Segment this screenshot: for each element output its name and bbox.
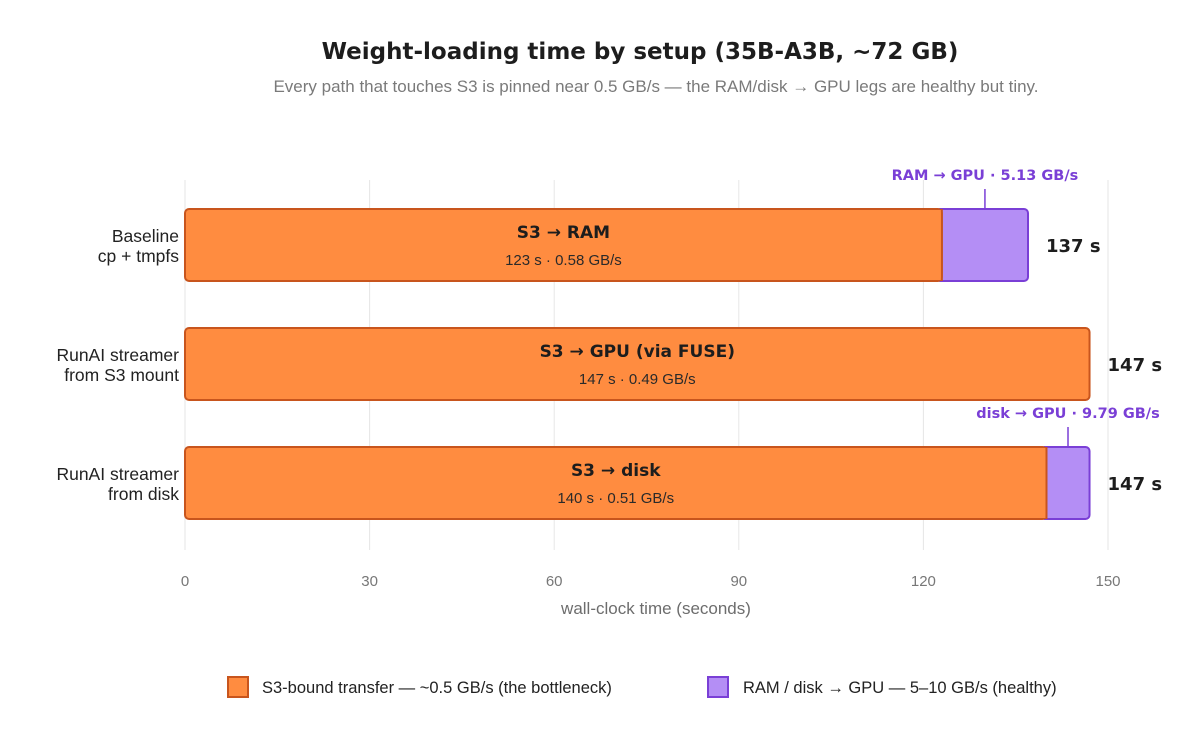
annotation-label: disk → GPU · 9.79 GB/s	[976, 406, 1159, 422]
bar-segment-s3-fill	[1041, 448, 1046, 518]
segment-title: S3 → disk	[571, 461, 661, 481]
x-axis-ticks: 0 30 60 90 120 150	[181, 573, 1121, 590]
segment-subtitle: 123 s · 0.58 GB/s	[505, 252, 622, 269]
total-label: 137 s	[1046, 236, 1101, 257]
segment-subtitle: 147 s · 0.49 GB/s	[579, 371, 696, 388]
legend: S3-bound transfer — ~0.5 GB/s (the bottl…	[227, 676, 1057, 698]
chart-subtitle: Every path that touches S3 is pinned nea…	[273, 77, 1038, 96]
legend-label-gpu: RAM / disk → GPU — 5–10 GB/s (healthy)	[743, 679, 1057, 697]
total-label: 147 s	[1108, 474, 1163, 495]
category-label-line: RunAI streamer	[56, 464, 179, 484]
segment-subtitle: 140 s · 0.51 GB/s	[557, 490, 674, 507]
x-tick-label: 60	[546, 573, 563, 590]
x-axis-label: wall-clock time (seconds)	[560, 599, 751, 618]
x-tick-label: 150	[1095, 573, 1120, 590]
category-label-line: from S3 mount	[64, 365, 179, 385]
category-label: Baseline cp + tmpfs	[98, 226, 179, 266]
category-label-line: RunAI streamer	[56, 345, 179, 365]
x-tick-label: 30	[361, 573, 378, 590]
category-label-line: Baseline	[112, 226, 179, 246]
x-tick-label: 120	[911, 573, 936, 590]
bar-segment-gpu	[1039, 446, 1091, 520]
legend-swatch-s3	[227, 676, 249, 698]
bar-segment-s3-fill	[936, 210, 941, 280]
x-tick-label: 90	[730, 573, 747, 590]
total-label: 147 s	[1108, 355, 1163, 376]
segment-title: S3 → GPU (via FUSE)	[540, 342, 735, 362]
chart-title: Weight-loading time by setup (35B-A3B, ~…	[322, 39, 959, 65]
annotation-label: RAM → GPU · 5.13 GB/s	[892, 168, 1079, 184]
category-label: RunAI streamer from S3 mount	[56, 345, 179, 385]
segment-title: S3 → RAM	[517, 223, 610, 243]
bars: Baseline cp + tmpfs RAM → GPU · 5.13 GB/s S…	[56, 168, 1163, 520]
bar-segment-gpu	[934, 208, 1030, 282]
category-label: RunAI streamer from disk	[56, 464, 179, 504]
legend-swatch-gpu	[707, 676, 729, 698]
bar-segment-s3	[184, 327, 1091, 401]
legend-label-s3: S3-bound transfer — ~0.5 GB/s (the bottl…	[262, 679, 612, 697]
category-label-line: from disk	[108, 484, 179, 504]
bar-segment-s3	[184, 446, 1048, 520]
category-label-line: cp + tmpfs	[98, 246, 179, 266]
bar-segment-s3	[184, 208, 943, 282]
x-tick-label: 0	[181, 573, 189, 590]
